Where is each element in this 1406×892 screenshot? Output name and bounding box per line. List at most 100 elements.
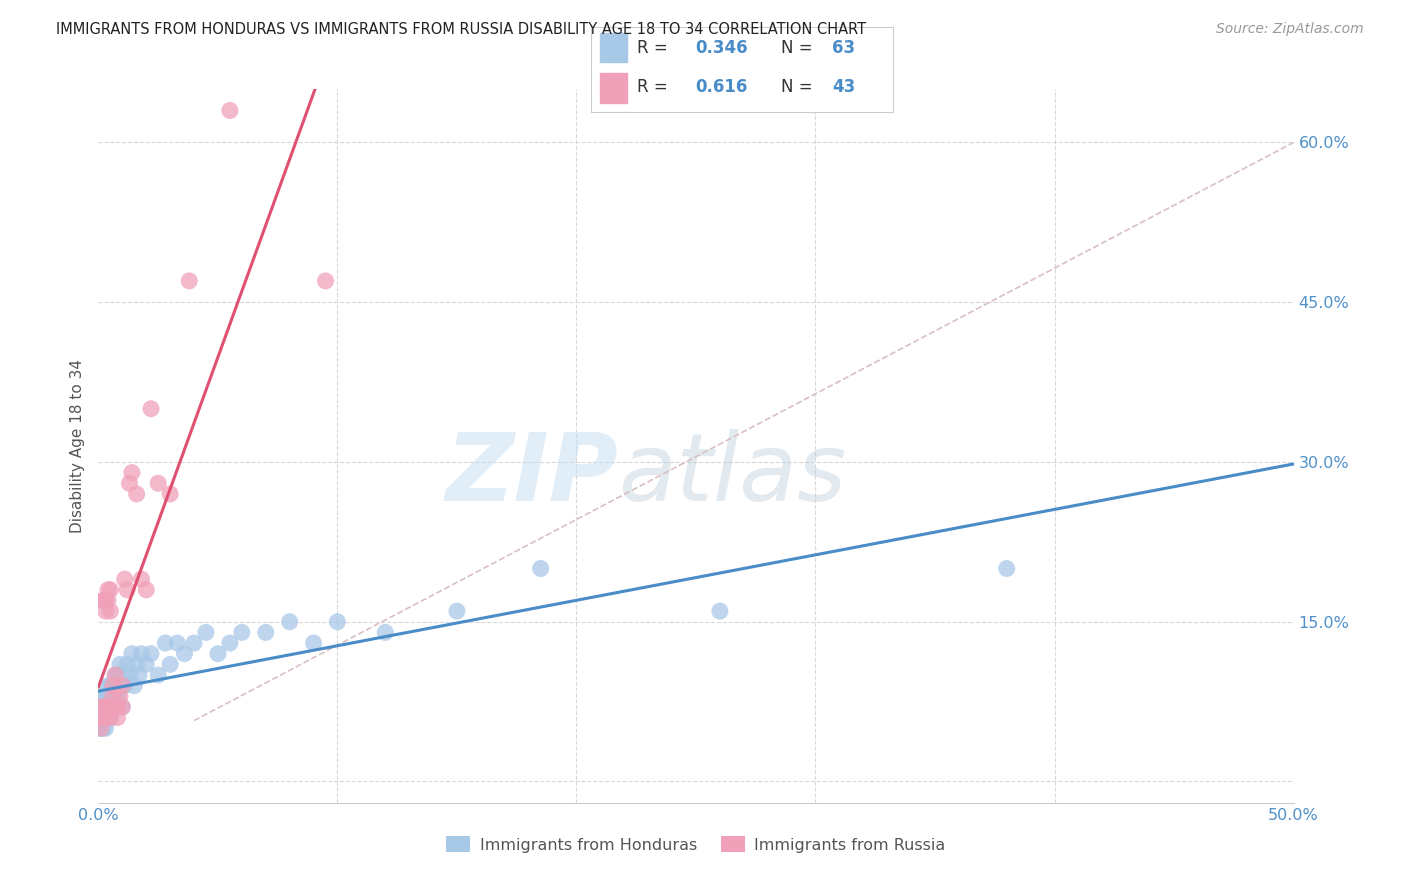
Point [91,700,114,714]
Point [111,679,134,693]
Point [101,700,124,714]
Point [315,274,337,288]
Point [115,582,138,597]
Point [90,721,112,735]
Point [166,636,188,650]
Point [107,668,129,682]
Point [94,710,117,724]
Point [121,647,143,661]
Point [108,690,131,704]
Point [94,604,117,618]
Point [254,625,277,640]
Point [97,679,120,693]
Point [115,657,138,672]
Text: 63: 63 [832,38,855,56]
Point [94,721,117,735]
Point [97,710,120,724]
Point [374,625,396,640]
Point [94,700,117,714]
Text: 0.346: 0.346 [695,38,748,56]
Point [107,700,129,714]
Text: ZIP: ZIP [446,428,619,521]
Point [104,668,127,682]
Point [101,679,124,693]
Point [104,690,127,704]
Point [91,710,114,724]
Point [104,679,127,693]
Point [131,647,153,661]
Point [173,647,195,661]
Point [139,647,162,661]
Legend: Immigrants from Honduras, Immigrants from Russia: Immigrants from Honduras, Immigrants fro… [440,830,952,859]
Point [135,657,157,672]
Point [101,679,124,693]
Point [97,690,120,704]
Point [91,700,114,714]
Point [155,636,177,650]
Point [995,561,1018,575]
Point [159,487,181,501]
Point [326,615,349,629]
Point [135,582,157,597]
Point [108,657,131,672]
Point [91,593,114,607]
Text: 0.616: 0.616 [695,78,747,96]
Point [111,700,134,714]
Point [179,274,201,288]
Point [98,679,122,693]
Point [231,625,253,640]
Text: N =: N = [780,78,813,96]
Point [111,668,134,682]
Point [91,710,114,724]
Text: R =: R = [637,38,668,56]
Point [219,103,242,118]
Point [114,679,136,693]
Point [90,700,112,714]
Point [118,476,141,491]
Point [125,657,148,672]
Point [114,572,136,586]
Point [90,710,112,724]
Text: N =: N = [780,38,813,56]
Point [107,710,129,724]
Point [148,476,170,491]
Point [97,710,120,724]
Point [91,593,114,607]
Point [98,582,122,597]
Point [90,721,112,735]
Point [302,636,325,650]
Point [97,593,120,607]
Point [219,636,242,650]
Text: IMMIGRANTS FROM HONDURAS VS IMMIGRANTS FROM RUSSIA DISABILITY AGE 18 TO 34 CORRE: IMMIGRANTS FROM HONDURAS VS IMMIGRANTS F… [56,22,866,37]
Point [159,657,181,672]
Point [124,679,146,693]
Point [107,690,129,704]
Point [131,572,153,586]
Point [98,710,122,724]
Y-axis label: Disability Age 18 to 34: Disability Age 18 to 34 [70,359,86,533]
Point [195,625,218,640]
Point [709,604,731,618]
Point [90,710,112,724]
Point [128,668,150,682]
Point [94,593,117,607]
Text: 43: 43 [832,78,856,96]
Point [94,710,117,724]
Point [98,710,122,724]
Point [97,700,120,714]
Point [121,466,143,480]
Point [111,700,134,714]
Point [94,700,117,714]
Point [183,636,205,650]
Point [104,668,127,682]
Point [98,604,122,618]
Point [148,668,170,682]
Point [94,690,117,704]
Point [97,700,120,714]
Point [91,690,114,704]
Point [90,710,112,724]
Point [98,700,122,714]
Point [446,604,468,618]
Text: Source: ZipAtlas.com: Source: ZipAtlas.com [1216,22,1364,37]
Point [118,668,141,682]
